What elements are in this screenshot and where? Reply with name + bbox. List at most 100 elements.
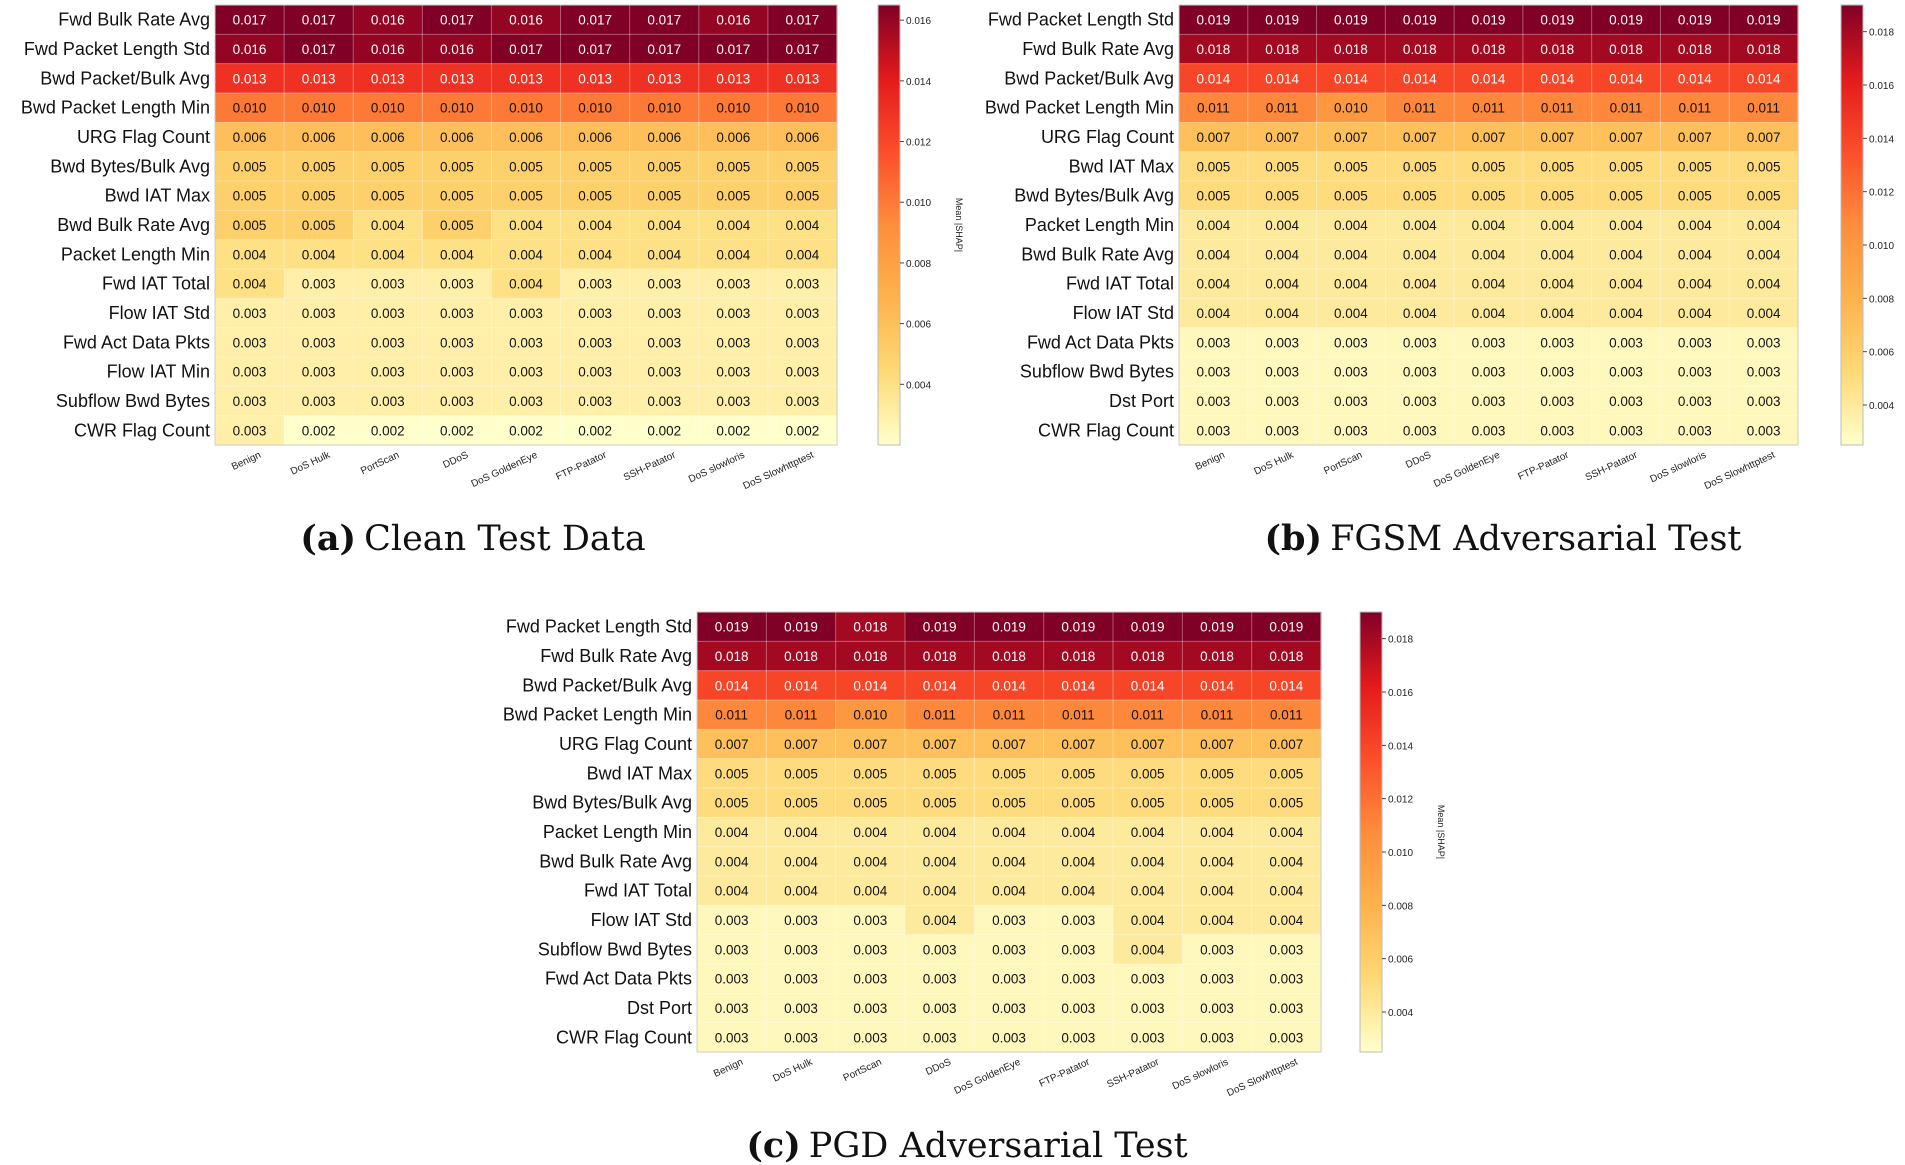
cell-value-label: 0.003 — [1196, 335, 1230, 350]
cell-value-label: 0.017 — [578, 13, 612, 28]
heatmap-cell — [560, 63, 631, 94]
heatmap-cell — [974, 817, 1045, 848]
heatmap-cell — [629, 34, 700, 65]
cell-value-label: 0.013 — [647, 71, 681, 86]
heatmap-cell — [905, 846, 975, 877]
heatmap-cell — [974, 964, 1045, 994]
heatmap-cell — [974, 876, 1045, 906]
heatmap-cell — [353, 181, 423, 211]
cell-value-label: 0.003 — [1540, 335, 1574, 350]
cell-value-label: 0.005 — [440, 189, 474, 204]
cell-value-label: 0.004 — [578, 247, 612, 262]
heatmap-cell — [1454, 269, 1524, 299]
cell-value-label: 0.010 — [371, 101, 405, 116]
cell-value-label: 0.003 — [1747, 335, 1781, 350]
cell-value-label: 0.003 — [1334, 394, 1368, 409]
feature-label: Fwd Packet Length Std — [988, 10, 1174, 30]
cell-value-label: 0.004 — [1747, 277, 1781, 292]
heatmap-cell — [1182, 700, 1253, 730]
feature-label: Packet Length Min — [1025, 215, 1174, 235]
cell-value-label: 0.003 — [371, 394, 405, 409]
heatmap-cell — [1251, 641, 1322, 672]
heatmap-cell — [284, 34, 354, 65]
heatmap-cell — [767, 151, 838, 182]
cell-value-label: 0.019 — [1196, 13, 1230, 28]
cell-value-label: 0.003 — [509, 306, 543, 321]
heatmap-cell — [215, 415, 285, 446]
colorbar — [877, 4, 901, 446]
heatmap-cell — [1043, 905, 1114, 936]
cell-value-label: 0.018 — [853, 620, 887, 635]
cell-value-label: 0.003 — [1678, 335, 1712, 350]
heatmap-cell — [1522, 239, 1593, 270]
colorbar-label: Mean |SHAP| — [1436, 805, 1446, 859]
colorbar-tick-label: 0.004 — [1869, 401, 1894, 412]
cell-value-label: 0.003 — [647, 394, 681, 409]
cell-value-label: 0.005 — [371, 189, 405, 204]
heatmap-cell — [1729, 298, 1799, 329]
category-label: DoS Slowhttptest — [1225, 1057, 1299, 1099]
cell-value-label: 0.005 — [786, 159, 820, 174]
heatmap-cell — [1316, 239, 1386, 270]
cell-value-label: 0.005 — [647, 189, 681, 204]
heatmap-cell — [1043, 934, 1114, 965]
heatmap-cell — [1113, 876, 1183, 906]
category-label: DoS Hulk — [289, 449, 333, 477]
cell-value-label: 0.004 — [1131, 854, 1165, 869]
heatmap-cell — [1316, 269, 1386, 299]
heatmap-cell — [1182, 758, 1253, 789]
cell-value-label: 0.004 — [1747, 247, 1781, 262]
feature-label: Fwd Bulk Rate Avg — [1022, 39, 1174, 59]
cell-value-label: 0.003 — [1747, 394, 1781, 409]
heatmap-cell — [766, 964, 837, 994]
cell-value-label: 0.002 — [440, 423, 474, 438]
heatmap-cell — [1522, 122, 1593, 153]
heatmap-cell — [1251, 612, 1322, 642]
cell-value-label: 0.003 — [992, 1030, 1026, 1045]
heatmap-cell — [1179, 386, 1249, 417]
cell-value-label: 0.003 — [1472, 365, 1506, 380]
heatmap-cell — [1316, 210, 1386, 241]
cell-value-label: 0.002 — [302, 423, 336, 438]
heatmap-cell — [835, 612, 906, 642]
cell-value-label: 0.003 — [440, 335, 474, 350]
feature-label: Bwd IAT Max — [1069, 156, 1174, 176]
cell-value-label: 0.003 — [716, 306, 750, 321]
heatmap-cell — [1043, 641, 1114, 672]
heatmap-cell — [1729, 357, 1799, 387]
cell-value-label: 0.013 — [509, 71, 543, 86]
category-label: Benign — [712, 1057, 745, 1080]
cell-value-label: 0.019 — [1131, 620, 1165, 635]
cell-value-label: 0.004 — [1472, 247, 1506, 262]
cell-value-label: 0.019 — [1334, 13, 1368, 28]
heatmap-cell — [215, 181, 285, 211]
cell-value-label: 0.004 — [1334, 277, 1368, 292]
colorbar-tick-label: 0.014 — [1388, 741, 1413, 752]
cell-value-label: 0.004 — [1200, 854, 1234, 869]
heatmap-cell — [1591, 327, 1662, 358]
heatmap-cell — [1251, 993, 1322, 1024]
cell-value-label: 0.003 — [1269, 1030, 1303, 1045]
cell-value-label: 0.004 — [1200, 884, 1234, 899]
feature-label: Bwd Bytes/Bulk Avg — [50, 156, 210, 176]
cell-value-label: 0.005 — [578, 189, 612, 204]
cell-value-label: 0.004 — [1061, 854, 1095, 869]
heatmap-cell — [698, 298, 769, 329]
cell-value-label: 0.003 — [1061, 1001, 1095, 1016]
cell-value-label: 0.004 — [716, 247, 750, 262]
caption-letter: (b) — [1265, 518, 1323, 559]
heatmap-cell — [1316, 298, 1386, 329]
category-label: DoS slowloris — [1649, 450, 1709, 486]
cell-value-label: 0.018 — [1334, 42, 1368, 57]
heatmap-cell — [422, 386, 493, 417]
heatmap-cell — [1247, 298, 1318, 329]
cell-value-label: 0.004 — [1609, 277, 1643, 292]
heatmap-cell — [353, 415, 423, 446]
cell-value-label: 0.014 — [1540, 71, 1574, 86]
heatmap-panel-fgsm: 0.019 0.019 0.019 0.019 0.019 0.019 0.019 0.019… — [985, 4, 1894, 559]
heatmap-cell — [766, 993, 837, 1024]
feature-label: CWR Flag Count — [74, 420, 210, 440]
cell-value-label: 0.005 — [440, 159, 474, 174]
heatmap-cell — [1316, 386, 1386, 417]
cell-value-label: 0.003 — [1269, 1001, 1303, 1016]
